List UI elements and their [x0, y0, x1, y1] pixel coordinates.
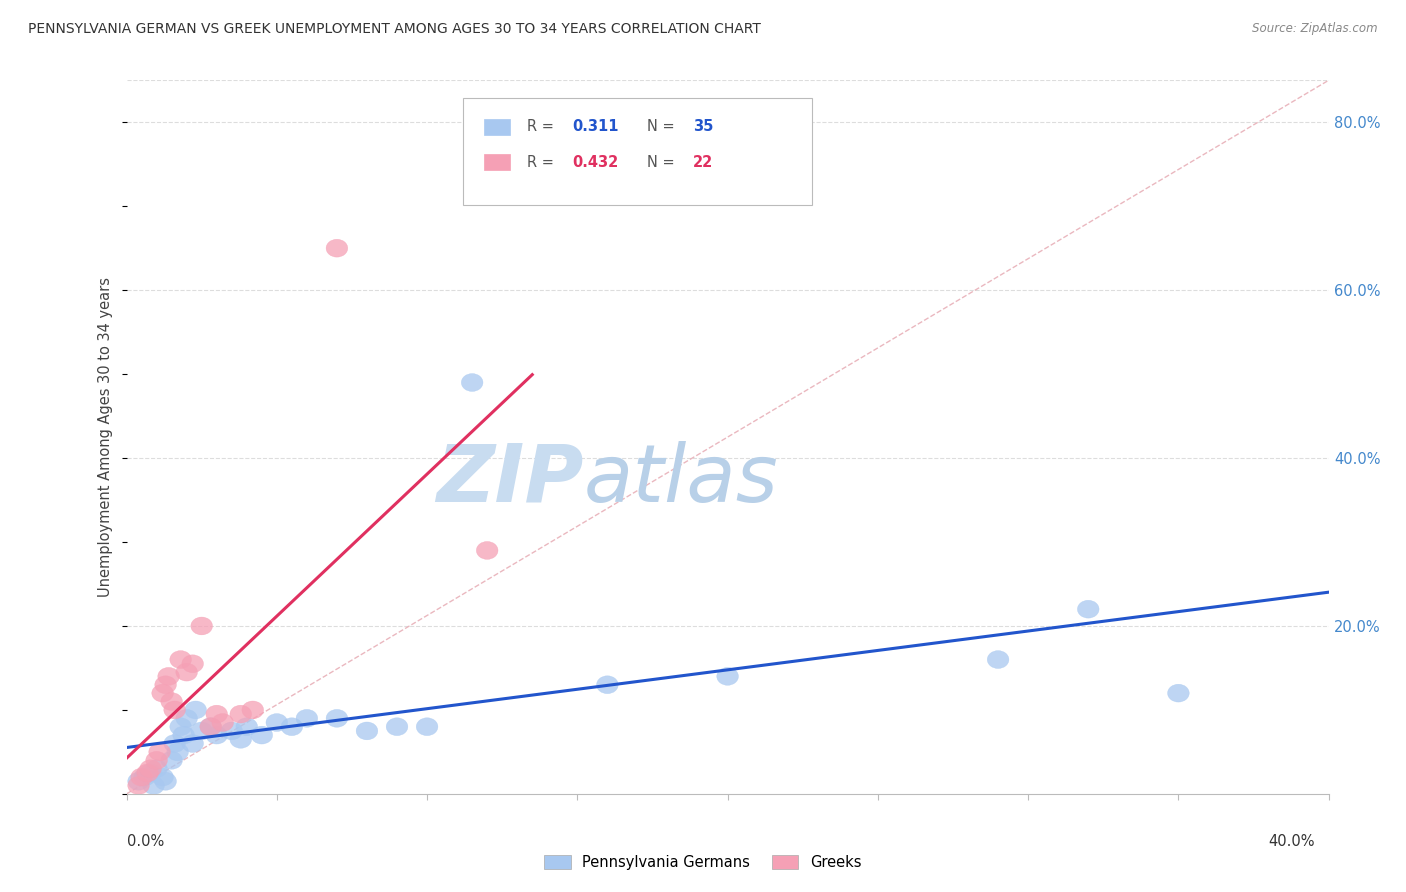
Ellipse shape	[200, 718, 222, 736]
Ellipse shape	[136, 764, 159, 781]
Ellipse shape	[157, 667, 180, 685]
Ellipse shape	[326, 709, 347, 727]
Ellipse shape	[149, 743, 170, 761]
Ellipse shape	[165, 735, 186, 753]
Ellipse shape	[146, 751, 167, 769]
Ellipse shape	[1167, 684, 1189, 702]
Ellipse shape	[152, 684, 173, 702]
Ellipse shape	[387, 718, 408, 736]
Ellipse shape	[181, 655, 204, 673]
Ellipse shape	[477, 541, 498, 559]
Text: atlas: atlas	[583, 441, 778, 519]
FancyBboxPatch shape	[484, 119, 510, 135]
FancyBboxPatch shape	[463, 98, 811, 205]
Ellipse shape	[205, 706, 228, 723]
Ellipse shape	[281, 718, 302, 736]
Ellipse shape	[242, 701, 263, 719]
Ellipse shape	[165, 701, 186, 719]
Ellipse shape	[1077, 600, 1099, 618]
Ellipse shape	[212, 714, 233, 731]
Ellipse shape	[205, 726, 228, 744]
Ellipse shape	[250, 726, 273, 744]
Ellipse shape	[143, 777, 165, 795]
Ellipse shape	[134, 768, 156, 786]
Ellipse shape	[160, 751, 183, 769]
Text: PENNSYLVANIA GERMAN VS GREEK UNEMPLOYMENT AMONG AGES 30 TO 34 YEARS CORRELATION : PENNSYLVANIA GERMAN VS GREEK UNEMPLOYMEN…	[28, 22, 761, 37]
Ellipse shape	[416, 718, 437, 736]
Ellipse shape	[139, 764, 162, 781]
Ellipse shape	[266, 714, 288, 731]
Ellipse shape	[128, 772, 149, 790]
Ellipse shape	[128, 777, 149, 795]
Ellipse shape	[173, 726, 194, 744]
Text: 35: 35	[693, 120, 713, 134]
Ellipse shape	[160, 692, 183, 710]
Text: Source: ZipAtlas.com: Source: ZipAtlas.com	[1253, 22, 1378, 36]
Y-axis label: Unemployment Among Ages 30 to 34 years: Unemployment Among Ages 30 to 34 years	[98, 277, 114, 597]
Ellipse shape	[167, 743, 188, 761]
Ellipse shape	[191, 617, 212, 635]
Ellipse shape	[461, 374, 484, 392]
Text: ZIP: ZIP	[436, 441, 583, 519]
Ellipse shape	[146, 760, 167, 778]
Ellipse shape	[596, 676, 619, 694]
FancyBboxPatch shape	[484, 154, 510, 170]
Ellipse shape	[176, 664, 197, 681]
Ellipse shape	[717, 667, 738, 685]
Text: N =: N =	[647, 155, 679, 169]
Ellipse shape	[131, 768, 152, 786]
Ellipse shape	[356, 722, 378, 739]
Ellipse shape	[231, 706, 252, 723]
Text: R =: R =	[527, 120, 558, 134]
Text: 40.0%: 40.0%	[1268, 834, 1315, 849]
Ellipse shape	[221, 722, 243, 739]
Ellipse shape	[152, 768, 173, 786]
Ellipse shape	[191, 722, 212, 739]
Text: N =: N =	[647, 120, 679, 134]
Ellipse shape	[139, 760, 162, 778]
Ellipse shape	[155, 676, 176, 694]
Ellipse shape	[184, 701, 207, 719]
Ellipse shape	[231, 731, 252, 748]
Ellipse shape	[176, 709, 197, 727]
Ellipse shape	[200, 718, 222, 736]
Text: R =: R =	[527, 155, 558, 169]
Legend: Pennsylvania Germans, Greeks: Pennsylvania Germans, Greeks	[538, 849, 868, 876]
Text: 0.0%: 0.0%	[127, 834, 163, 849]
Ellipse shape	[297, 709, 318, 727]
Ellipse shape	[170, 650, 191, 668]
Ellipse shape	[326, 239, 347, 257]
Ellipse shape	[987, 650, 1010, 668]
Text: 22: 22	[693, 155, 713, 169]
Text: 0.432: 0.432	[572, 155, 619, 169]
Ellipse shape	[181, 735, 204, 753]
Ellipse shape	[155, 772, 176, 790]
Text: 0.311: 0.311	[572, 120, 619, 134]
Ellipse shape	[236, 718, 257, 736]
Ellipse shape	[170, 718, 191, 736]
